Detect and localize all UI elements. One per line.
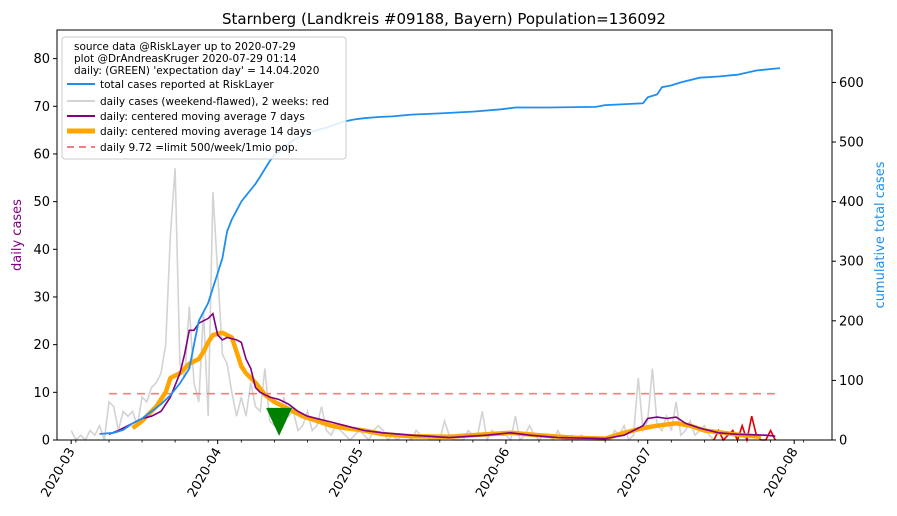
- y-left-tick-label: 70: [33, 100, 50, 115]
- y-right-tick-label: 400: [839, 195, 864, 210]
- y-left-tick-label: 0: [42, 434, 50, 449]
- expectation-day-marker: [266, 407, 293, 436]
- x-tick-label: 2020-06: [473, 446, 513, 501]
- y-left-tick-label: 50: [33, 195, 50, 210]
- legend-box: [61, 36, 347, 160]
- legend-info-line: daily: (GREEN) 'expectation day' = 14.04…: [74, 65, 319, 77]
- legend-label-ma7: daily: centered moving average 7 days: [100, 111, 305, 123]
- y-left-tick-label: 10: [33, 386, 50, 401]
- plot-frame: [56, 29, 833, 441]
- x-tick-label: 2020-08: [762, 446, 802, 501]
- y-axis-right-label: cumulative total cases: [873, 161, 888, 308]
- legend: source data @RiskLayer up to 2020-07-29 …: [61, 36, 347, 160]
- x-tick-label: 2020-04: [185, 446, 225, 501]
- moving-average-7-line: [108, 312, 776, 440]
- y-left-tick-label: 30: [33, 290, 50, 305]
- legend-label-daily: daily cases (weekend-flawed), 2 weeks: r…: [100, 96, 329, 108]
- y-left-tick-label: 60: [33, 147, 50, 162]
- x-tick-label: 2020-05: [327, 446, 367, 501]
- y-right-tick-label: 300: [839, 255, 864, 270]
- moving-average-14-line: [131, 330, 762, 441]
- y-right-tick-label: 500: [839, 136, 864, 151]
- x-tick-label: 2020-07: [615, 446, 655, 501]
- y-left-tick-label: 80: [33, 52, 50, 67]
- y-left-tick-label: 40: [33, 243, 50, 258]
- legend-label-ma14: daily: centered moving average 14 days: [100, 126, 312, 138]
- y-right-tick-label: 200: [839, 314, 864, 329]
- legend-label-total: total cases reported at RiskLayer: [100, 79, 274, 91]
- y-right-tick-label: 0: [839, 434, 847, 449]
- y-right-tick-label: 600: [839, 76, 864, 91]
- daily-cases-line: [70, 168, 715, 443]
- x-tick-label: 2020-03: [38, 446, 78, 501]
- y-left-tick-label: 20: [33, 338, 50, 353]
- chart-title: Starnberg (Landkreis #09188, Bayern) Pop…: [222, 10, 666, 28]
- legend-label-limit: daily 9.72 =limit 500/week/1mio pop.: [100, 142, 298, 154]
- legend-info-line: source data @RiskLayer up to 2020-07-29: [74, 41, 296, 53]
- legend-info-line: plot @DrAndreasKruger 2020-07-29 01:14: [74, 53, 297, 65]
- y-right-tick-label: 100: [839, 374, 864, 389]
- y-axis-left-label: daily cases: [10, 199, 25, 271]
